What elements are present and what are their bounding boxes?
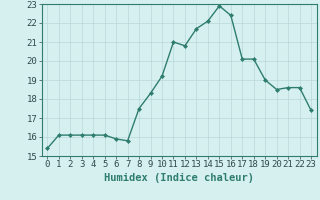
X-axis label: Humidex (Indice chaleur): Humidex (Indice chaleur) <box>104 173 254 183</box>
